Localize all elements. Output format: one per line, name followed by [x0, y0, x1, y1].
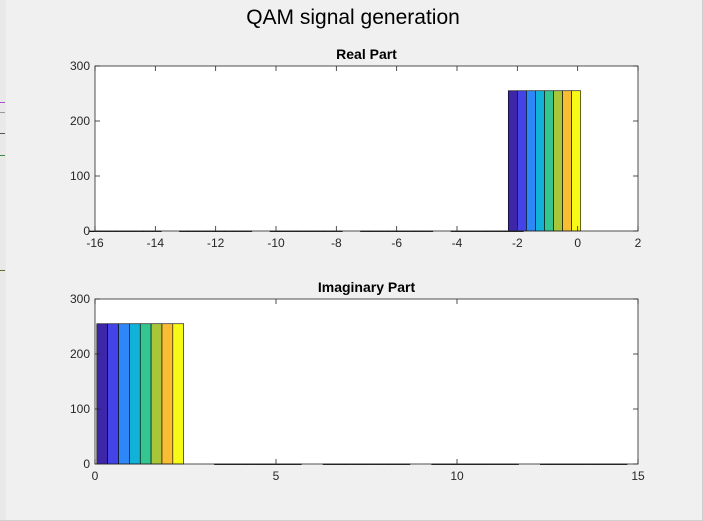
x-tick-label: 0 — [574, 236, 581, 250]
axes-box — [94, 65, 639, 232]
y-tick-label: 300 — [70, 59, 90, 73]
x-tick-label: -8 — [331, 236, 342, 250]
y-tick-label: 200 — [70, 114, 90, 128]
x-tick-label: -14 — [147, 236, 165, 250]
y-tick-label: 200 — [70, 347, 90, 361]
edge-mark — [0, 270, 5, 271]
y-tick-label: 0 — [83, 457, 90, 471]
bar — [161, 323, 174, 465]
bar — [507, 90, 518, 232]
bar — [118, 323, 130, 465]
figure-title: QAM signal generation — [246, 6, 460, 29]
x-tick-label: -6 — [391, 236, 402, 250]
bar — [535, 90, 545, 232]
edge-mark — [0, 112, 5, 113]
plot-area — [95, 299, 638, 464]
bar — [96, 323, 108, 465]
bar — [107, 323, 119, 465]
edge-mark — [0, 133, 5, 134]
bar — [517, 90, 527, 232]
x-tick-label: -10 — [267, 236, 285, 250]
bar — [562, 90, 572, 232]
bar — [526, 90, 536, 232]
x-tick-label: 15 — [631, 469, 645, 483]
bar — [150, 323, 163, 465]
bar — [139, 323, 152, 465]
edge-mark — [0, 155, 5, 156]
y-tick-label: 300 — [70, 292, 90, 306]
imaginary-part-axes: 0 5 10 15 0 100 200 300 Imaginary Part — [70, 279, 645, 483]
bar — [172, 323, 184, 465]
y-tick-label: 0 — [83, 224, 90, 238]
y-tick-label: 100 — [70, 169, 90, 183]
subplot-title: Real Part — [336, 46, 397, 62]
bar — [553, 90, 563, 232]
x-tick-label: 0 — [92, 469, 99, 483]
x-tick-label: -12 — [207, 236, 225, 250]
bar — [571, 90, 581, 232]
real-part-axes: -16 -14 -12 -10 -8 -6 -4 -2 0 2 0 100 200 300 Real Par… — [70, 46, 642, 250]
x-tick-label: 5 — [273, 469, 280, 483]
x-tick-label: 10 — [450, 469, 464, 483]
axes-box — [94, 298, 639, 465]
subplot-title: Imaginary Part — [318, 279, 416, 295]
bar — [544, 90, 554, 232]
bar — [129, 323, 141, 465]
x-tick-label: 2 — [635, 236, 642, 250]
left-window-edge — [0, 0, 6, 521]
x-tick-label: -2 — [512, 236, 523, 250]
x-tick-label: -16 — [86, 236, 104, 250]
x-tick-label: -4 — [452, 236, 463, 250]
edge-mark — [0, 102, 5, 103]
y-tick-label: 100 — [70, 402, 90, 416]
